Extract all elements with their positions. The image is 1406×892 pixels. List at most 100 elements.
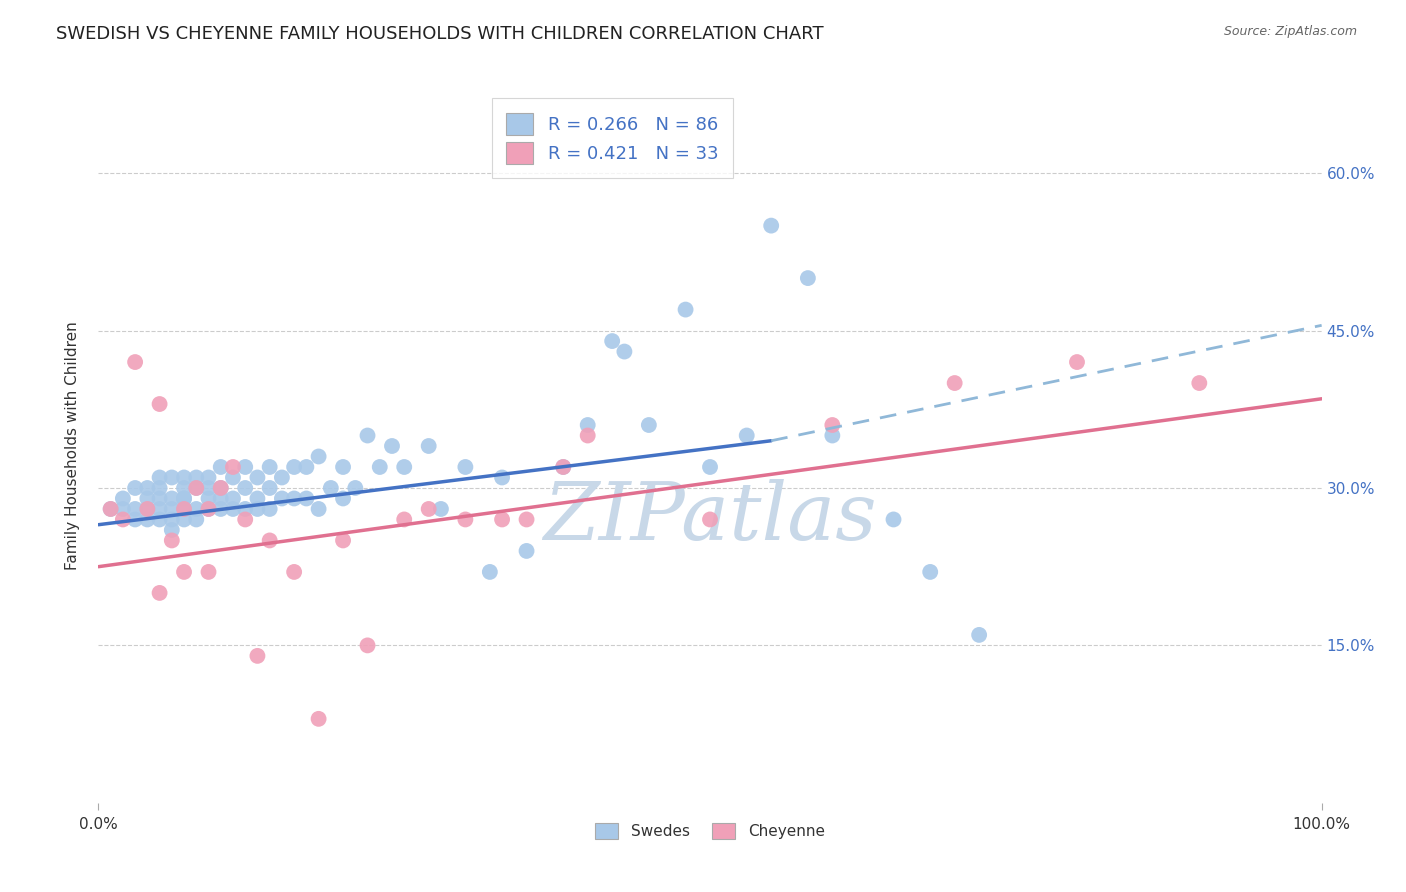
Text: SWEDISH VS CHEYENNE FAMILY HOUSEHOLDS WITH CHILDREN CORRELATION CHART: SWEDISH VS CHEYENNE FAMILY HOUSEHOLDS WI… [56, 25, 824, 43]
Point [368, 460, 391, 475]
Point [124, 481, 146, 495]
Point [100, 502, 122, 516]
Point [149, 491, 172, 506]
Point [209, 502, 232, 516]
Point [149, 397, 172, 411]
Text: ZIPatlas: ZIPatlas [543, 479, 877, 556]
Point [173, 470, 195, 484]
Point [344, 481, 367, 495]
Y-axis label: Family Households with Children: Family Households with Children [65, 322, 80, 570]
Point [160, 533, 183, 548]
Point [259, 533, 281, 548]
Point [186, 481, 208, 495]
Point [222, 502, 245, 516]
Point [233, 460, 256, 475]
Point [173, 491, 195, 506]
Point [149, 502, 172, 516]
Point [209, 460, 232, 475]
Point [821, 428, 844, 442]
Point [246, 470, 269, 484]
Point [553, 460, 575, 475]
Point [197, 470, 219, 484]
Point [149, 512, 172, 526]
Point [197, 502, 219, 516]
Point [699, 460, 721, 475]
Point [186, 502, 208, 516]
Point [111, 512, 134, 526]
Point [197, 565, 219, 579]
Point [319, 481, 342, 495]
Point [160, 470, 183, 484]
Point [233, 512, 256, 526]
Point [149, 470, 172, 484]
Point [332, 460, 354, 475]
Point [124, 512, 146, 526]
Point [173, 481, 195, 495]
Point [883, 512, 905, 526]
Point [246, 648, 269, 663]
Point [270, 491, 294, 506]
Point [920, 565, 942, 579]
Point [259, 460, 281, 475]
Point [197, 491, 219, 506]
Point [1188, 376, 1211, 390]
Point [233, 481, 256, 495]
Point [797, 271, 820, 285]
Point [197, 481, 219, 495]
Point [637, 417, 661, 432]
Point [283, 491, 305, 506]
Point [283, 565, 305, 579]
Point [270, 470, 294, 484]
Point [332, 533, 354, 548]
Point [186, 481, 208, 495]
Point [259, 502, 281, 516]
Point [515, 544, 537, 558]
Point [124, 355, 146, 369]
Point [1066, 355, 1088, 369]
Point [392, 512, 416, 526]
Point [111, 502, 134, 516]
Point [160, 523, 183, 537]
Point [735, 428, 758, 442]
Point [675, 302, 697, 317]
Point [454, 460, 477, 475]
Point [515, 512, 537, 526]
Point [392, 460, 416, 475]
Point [430, 502, 453, 516]
Point [160, 491, 183, 506]
Point [160, 512, 183, 526]
Point [173, 502, 195, 516]
Point [761, 219, 783, 233]
Point [943, 376, 966, 390]
Point [246, 491, 269, 506]
Point [576, 417, 599, 432]
Legend: Swedes, Cheyenne: Swedes, Cheyenne [589, 817, 831, 845]
Point [332, 491, 354, 506]
Point [356, 639, 378, 653]
Point [491, 512, 513, 526]
Point [136, 502, 159, 516]
Point [149, 481, 172, 495]
Text: Source: ZipAtlas.com: Source: ZipAtlas.com [1223, 25, 1357, 38]
Point [186, 470, 208, 484]
Point [491, 470, 513, 484]
Point [699, 512, 721, 526]
Point [136, 491, 159, 506]
Point [209, 481, 232, 495]
Point [308, 712, 330, 726]
Point [173, 565, 195, 579]
Point [308, 450, 330, 464]
Point [186, 512, 208, 526]
Point [124, 502, 146, 516]
Point [222, 491, 245, 506]
Point [149, 586, 172, 600]
Point [283, 460, 305, 475]
Point [418, 502, 440, 516]
Point [100, 502, 122, 516]
Point [600, 334, 623, 348]
Point [222, 460, 245, 475]
Point [553, 460, 575, 475]
Point [197, 502, 219, 516]
Point [222, 470, 245, 484]
Point [246, 502, 269, 516]
